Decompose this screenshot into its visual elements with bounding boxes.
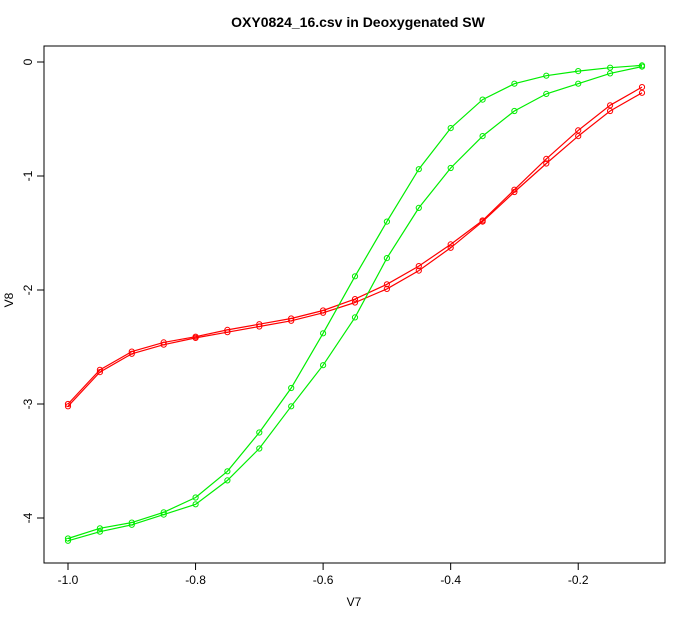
series-layer: [64, 62, 646, 544]
data-point: [64, 537, 72, 544]
data-point: [543, 72, 550, 79]
data-point: [64, 535, 72, 542]
data-point: [511, 80, 518, 87]
data-point: [96, 525, 104, 532]
data-point: [479, 218, 486, 225]
data-point: [288, 403, 295, 410]
data-point: [575, 133, 582, 140]
data-point: [351, 314, 359, 321]
data-point: [638, 63, 646, 70]
data-point: [543, 160, 550, 167]
data-point: [447, 164, 454, 172]
data-point: [288, 317, 295, 324]
data-point: [383, 285, 390, 292]
data-point: [575, 68, 582, 75]
data-point: [160, 511, 167, 518]
data-point: [256, 323, 263, 330]
x-axis: -1.0 -0.8 -0.6 -0.4 -0.2: [58, 562, 589, 587]
x-tick-label: -1.0: [58, 573, 79, 587]
data-point: [638, 84, 646, 91]
data-point: [96, 528, 104, 535]
x-tick-label: -0.4: [440, 573, 461, 587]
data-point: [607, 107, 614, 115]
series-1: [64, 84, 646, 408]
chart-title: OXY0824_16.csv in Deoxygenated SW: [231, 14, 485, 30]
data-point: [607, 70, 614, 77]
data-point: [320, 330, 327, 337]
x-tick-label: -0.8: [185, 573, 206, 587]
data-point: [128, 521, 135, 528]
data-point: [638, 89, 646, 96]
y-tick-label: -3: [21, 398, 35, 409]
data-point: [160, 341, 167, 348]
data-point: [415, 166, 422, 173]
data-point: [96, 369, 104, 376]
y-tick-label: -2: [21, 284, 35, 295]
data-point: [511, 188, 518, 196]
data-point: [256, 445, 263, 452]
data-point: [224, 477, 231, 484]
y-tick-label: 0: [21, 58, 35, 65]
data-point: [224, 329, 231, 336]
data-point: [351, 299, 359, 306]
x-axis-label: V7: [347, 595, 362, 609]
data-point: [415, 204, 422, 211]
y-axis: 0 -1 -2 -3 -4: [21, 58, 45, 523]
data-point: [383, 281, 390, 288]
data-point: [320, 309, 327, 316]
data-point: [383, 255, 390, 262]
x-tick-label: -0.2: [568, 573, 589, 587]
data-point: [447, 241, 454, 248]
data-point: [351, 296, 359, 303]
data-point: [543, 90, 550, 98]
data-point: [543, 155, 550, 162]
data-point: [351, 273, 359, 280]
data-point: [192, 494, 199, 501]
data-point: [256, 429, 263, 436]
series-line: [67, 92, 643, 407]
data-point: [607, 64, 614, 71]
data-point: [575, 127, 582, 134]
series-line: [67, 86, 643, 405]
data-point: [415, 263, 422, 270]
series-2: [64, 89, 646, 410]
data-point: [64, 403, 72, 410]
data-point: [479, 96, 486, 103]
series-4: [64, 63, 646, 544]
data-point: [192, 334, 199, 341]
series-line: [67, 66, 643, 542]
data-point: [383, 218, 390, 225]
x-tick-label: -0.6: [313, 573, 334, 587]
data-point: [288, 384, 295, 392]
data-point: [320, 362, 327, 369]
data-point: [192, 501, 199, 508]
data-point: [415, 267, 422, 274]
data-point: [447, 244, 454, 251]
y-axis-label: V8: [2, 292, 16, 307]
plot-frame: [43, 45, 666, 564]
data-point: [447, 125, 454, 132]
data-point: [511, 107, 518, 115]
data-point: [479, 133, 486, 140]
data-point: [128, 350, 135, 357]
y-tick-label: -4: [21, 512, 35, 523]
y-tick-label: -1: [21, 170, 35, 181]
data-point: [575, 80, 582, 87]
data-point: [224, 468, 231, 475]
